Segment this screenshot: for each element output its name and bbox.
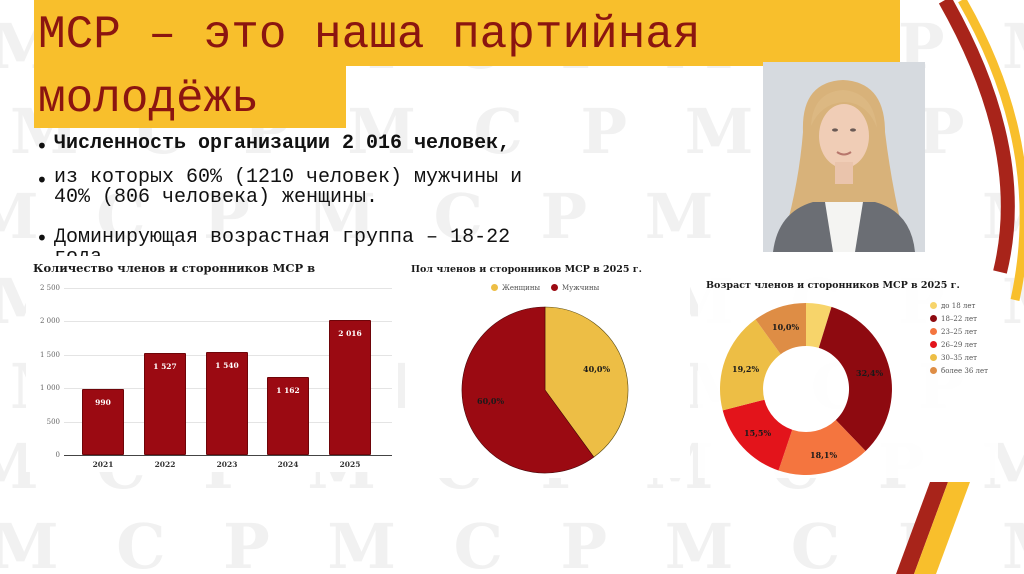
legend-label: 30–35 лет <box>941 354 978 362</box>
bar-value-label: 1 162 <box>276 386 300 395</box>
title-bar <box>34 66 346 128</box>
slice-label-18-22: 32,4% <box>856 368 884 378</box>
legend-item-18-22: 18–22 лет <box>930 315 977 323</box>
bullet-clip: • Доминирующая возрастная группа – 18-22… <box>36 228 696 256</box>
y-tick: 1 000 <box>39 384 60 392</box>
bullet-text: 40% (806 человека) женщины. <box>54 186 379 209</box>
y-tick: 500 <box>46 418 60 426</box>
bullet-text: из которых 60% (1210 человек) мужчины и <box>54 166 523 189</box>
donut-graphic <box>719 303 892 476</box>
pie-slice-women <box>544 306 629 458</box>
y-tick: 2 500 <box>39 284 60 292</box>
donut-slice-under18 <box>806 303 832 348</box>
bullet-dot: • <box>36 134 48 158</box>
pie-graphic <box>461 306 629 474</box>
slice-label-over36: 10,0% <box>772 322 800 332</box>
legend-label: более 36 лет <box>941 367 988 375</box>
legend-swatch <box>551 284 558 291</box>
legend-item-over36: более 36 лет <box>930 367 988 375</box>
pie-slice-men <box>461 306 595 474</box>
slice-label-23-25: 18,1% <box>810 450 838 460</box>
y-tick: 2 000 <box>39 317 60 325</box>
person-portrait-icon <box>763 62 925 252</box>
legend-swatch <box>930 302 937 309</box>
bar-2022: 1 527 <box>144 353 186 455</box>
donut-slice-30-35 <box>719 319 781 411</box>
x-tick: 2021 <box>92 460 114 469</box>
bar-2025: 2 016 <box>329 320 371 455</box>
bullet-text: Доминирующая возрастная группа – 18-22 <box>54 228 511 249</box>
bar-2023: 1 540 <box>206 352 248 455</box>
donut-chart-title: Возраст членов и сторонников МСР в 2025 … <box>706 280 960 291</box>
bullet-text: Численность организации 2 016 человек, <box>54 132 511 155</box>
gridline <box>64 321 392 322</box>
donut-slice-18-22 <box>818 306 892 452</box>
legend-swatch <box>930 354 937 361</box>
x-tick: 2025 <box>339 460 361 469</box>
donut-slice-23-25 <box>778 420 866 476</box>
bullet-dot: • <box>36 168 48 192</box>
slice-label-26-29: 15,5% <box>744 428 772 438</box>
legend-swatch <box>930 341 937 348</box>
portrait-photo <box>763 62 925 252</box>
pattern-row: М С Р М С Р М С Р М С Р <box>0 510 1024 574</box>
legend-item-men: Мужчины <box>551 284 599 292</box>
legend-swatch <box>491 284 498 291</box>
slice-label-women: 40,0% <box>583 364 611 374</box>
page-title-line2: молодёжь <box>38 73 259 125</box>
donut-slice-over36 <box>755 303 806 355</box>
bar-2024: 1 162 <box>267 377 309 455</box>
bar-2021: 990 <box>82 389 124 455</box>
legend-label: Женщины <box>502 284 541 292</box>
x-tick: 2022 <box>154 460 176 469</box>
bar-value-label: 2 016 <box>338 329 362 338</box>
bar-chart: Количество членов и сторонников МСР в 2 … <box>26 258 398 472</box>
bar-chart-title: Количество членов и сторонников МСР в <box>33 261 316 275</box>
legend-swatch <box>930 315 937 322</box>
legend-swatch <box>930 367 937 374</box>
legend-swatch <box>930 328 937 335</box>
legend-item-under18: до 18 лет <box>930 302 975 310</box>
bar-value-label: 1 540 <box>215 361 239 370</box>
y-tick: 1 500 <box>39 351 60 359</box>
page-title-line1: МСР – это наша партийная <box>38 9 701 61</box>
legend-item-26-29: 26–29 лет <box>930 341 977 349</box>
slice-label-men: 60,0% <box>477 396 505 406</box>
gender-pie-chart: Пол членов и сторонников МСР в 2025 г. Ж… <box>405 258 690 478</box>
donut-slice-26-29 <box>722 399 793 471</box>
legend-item-women: Женщины <box>491 284 540 292</box>
legend-label: 18–22 лет <box>941 315 978 323</box>
y-tick: 0 <box>55 451 60 459</box>
legend-item-23-25: 23–25 лет <box>930 328 977 336</box>
legend-label: до 18 лет <box>941 302 976 310</box>
x-axis <box>64 455 392 456</box>
bar-value-label: 990 <box>95 398 111 407</box>
bar-value-label: 1 527 <box>153 362 177 371</box>
legend-label: Мужчины <box>562 284 600 292</box>
bullet-text: года <box>54 246 102 256</box>
legend-item-30-35: 30–35 лет <box>930 354 977 362</box>
x-tick: 2024 <box>277 460 299 469</box>
gridline <box>64 288 392 289</box>
bullet-dot: • <box>36 228 48 250</box>
legend-label: 26–29 лет <box>941 341 978 349</box>
legend-label: 23–25 лет <box>941 328 978 336</box>
title-bar <box>34 0 900 66</box>
slice-label-30-35: 19,2% <box>732 364 760 374</box>
pie-chart-title: Пол членов и сторонников МСР в 2025 г. <box>411 264 642 275</box>
age-donut-chart: Возраст членов и сторонников МСР в 2025 … <box>698 272 998 478</box>
x-tick: 2023 <box>216 460 238 469</box>
